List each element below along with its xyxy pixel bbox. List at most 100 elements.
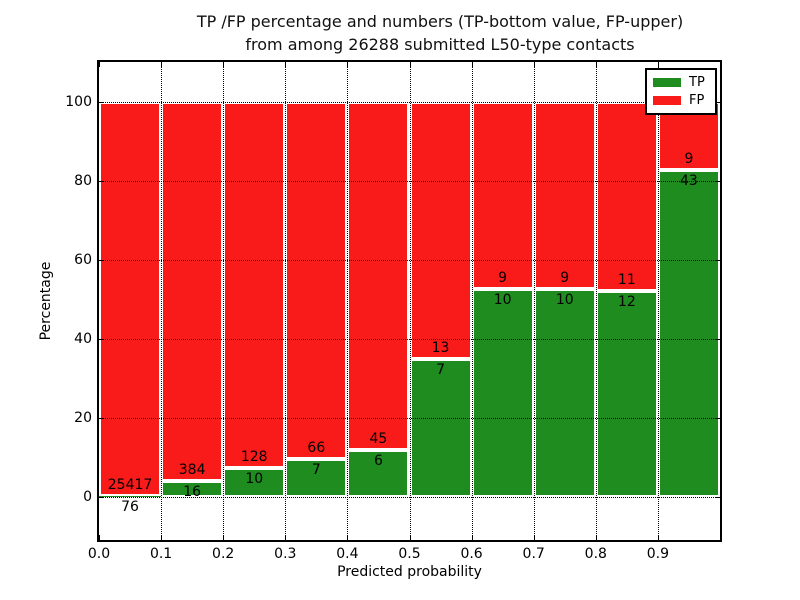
tp-bar-segment (99, 495, 162, 497)
tp-count-label: 7 (436, 361, 445, 378)
y-tick-label: 20 (74, 409, 92, 426)
x-tick-mark (285, 535, 287, 540)
x-tick-mark (99, 535, 100, 540)
x-tick-mark-top (595, 62, 597, 67)
tp-bar-segment (161, 481, 224, 497)
fp-bar-segment (285, 101, 348, 460)
y-tick-mark-right (715, 101, 720, 103)
fp-count-label: 384 (178, 462, 206, 479)
fp-bar-segment (471, 101, 534, 289)
x-tick-label: 0.8 (584, 546, 607, 562)
x-tick-mark-top (347, 62, 349, 67)
x-tick-label: 0.9 (646, 546, 670, 562)
chart-title-line1: TP /FP percentage and numbers (TP-bottom… (196, 12, 684, 31)
x-tick-mark-top (657, 62, 659, 67)
x-tick-label: 0.0 (87, 546, 111, 562)
x-axis-label: Predicted probability (337, 564, 482, 580)
x-tick-mark (657, 535, 659, 540)
x-tick-mark (471, 535, 473, 540)
fp-bar-segment (595, 101, 658, 291)
tp-count-label: 10 (245, 471, 264, 488)
fp-legend-swatch (653, 96, 681, 105)
tp-legend-swatch (653, 78, 681, 87)
y-tick-mark-right (715, 417, 720, 419)
y-tick-label: 60 (74, 251, 92, 268)
fp-bar-segment (409, 101, 472, 359)
tp-count-label: 12 (617, 293, 636, 310)
tp-count-label: 43 (680, 172, 698, 189)
x-tick-mark-top (161, 62, 163, 67)
x-tick-mark-top (471, 62, 473, 67)
fp-bar-segment (533, 101, 596, 289)
y-tick-mark-right (715, 338, 720, 340)
tp-count-label: 7 (311, 462, 321, 479)
y-tick-mark (99, 338, 104, 340)
x-tick-label: 0.3 (274, 546, 297, 562)
fp-count-label: 13 (431, 339, 450, 356)
y-tick-mark (99, 101, 104, 103)
tp-bar-segment (595, 290, 658, 497)
fp-count-label: 128 (240, 449, 268, 466)
v-gridline (595, 62, 597, 540)
fp-legend-label: FP (689, 92, 705, 108)
x-tick-label: 0.6 (460, 546, 483, 562)
y-tick-mark (99, 259, 104, 261)
fp-count-label: 66 (307, 440, 326, 457)
y-tick-mark-right (715, 497, 720, 498)
v-gridline (347, 62, 349, 540)
tp-legend-label: TP (689, 74, 705, 90)
chart-title-line2: from among 26288 submitted L50-type cont… (245, 35, 635, 54)
v-gridline (657, 62, 659, 540)
v-gridline (409, 62, 411, 540)
tp-count-label: 76 (121, 498, 139, 515)
tp-count-label: 16 (183, 484, 202, 501)
y-tick-label: 0 (83, 489, 92, 505)
v-gridline (285, 62, 287, 540)
x-tick-mark (595, 535, 597, 540)
x-tick-mark (409, 535, 411, 540)
x-tick-mark (533, 535, 535, 540)
x-tick-mark (223, 535, 225, 540)
y-axis-label: Percentage (38, 261, 54, 341)
tp-bar-segment (471, 288, 534, 497)
tp-bar-segment (285, 459, 348, 497)
y-tick-mark (99, 180, 104, 182)
legend-row-tp: TP (653, 74, 709, 90)
fp-count-label: 9 (498, 269, 508, 286)
x-tick-mark (347, 535, 349, 540)
fp-count-label: 9 (560, 269, 570, 286)
v-gridline (471, 62, 473, 540)
x-tick-label: 0.1 (149, 546, 173, 562)
x-tick-label: 0.2 (212, 546, 235, 562)
y-tick-mark-right (715, 259, 720, 261)
fp-count-label: 11 (617, 271, 636, 288)
x-tick-mark-top (99, 62, 100, 67)
x-tick-mark-top (533, 62, 535, 67)
x-tick-mark-top (409, 62, 411, 67)
fp-bar-segment (99, 101, 162, 496)
chart-title: TP /FP percentage and numbers (TP-bottom… (120, 10, 760, 56)
v-gridline (161, 62, 163, 540)
tp-count-label: 6 (373, 453, 383, 470)
x-tick-mark-top (285, 62, 287, 67)
tp-count-label: 10 (493, 291, 512, 308)
legend-row-fp: FP (653, 92, 709, 108)
plot-area: TP FP 0 20 40 60 80 100 0.0 0.1 0.2 0.3 0.4 0.5 0.6 0… (65, 60, 722, 562)
legend: TP FP (645, 68, 717, 115)
x-tick-label: 0.7 (522, 546, 545, 562)
tp-bar-segment (409, 358, 472, 497)
y-tick-mark (99, 497, 104, 498)
y-tick-label: 40 (74, 330, 92, 347)
fp-count-label: 9 (684, 150, 694, 167)
y-tick-label: 80 (74, 172, 92, 189)
v-gridline (223, 62, 225, 540)
fp-bar-segment (347, 101, 410, 451)
tp-bar-segment (533, 288, 596, 497)
tp-bar-segment (347, 450, 410, 497)
x-tick-label: 0.4 (336, 546, 359, 562)
tp-bar-segment (657, 169, 720, 497)
fp-count-label: 25417 (107, 476, 153, 493)
x-tick-label: 0.5 (398, 546, 421, 562)
tp-bar-segment (223, 468, 286, 497)
